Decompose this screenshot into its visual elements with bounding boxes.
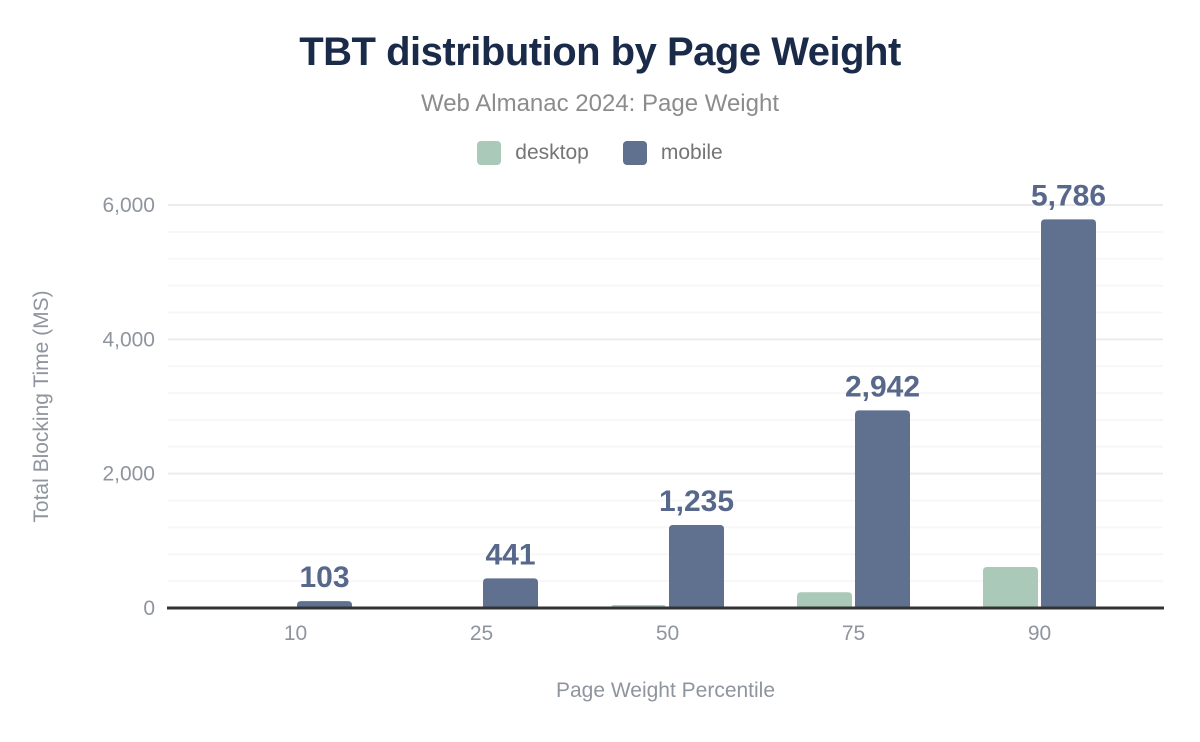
y-tick-label-6000: 6,000 xyxy=(102,194,155,217)
y-tick-label-4000: 4,000 xyxy=(102,328,155,351)
chart-title: TBT distribution by Page Weight xyxy=(299,30,901,74)
legend-label-desktop: desktop xyxy=(515,141,589,164)
bar-mobile-50 xyxy=(669,525,724,608)
bar-label-mobile-75: 2,942 xyxy=(845,370,920,403)
legend-swatch-desktop xyxy=(477,141,502,165)
x-tick-label-90: 90 xyxy=(1028,622,1051,645)
chart-subtitle: Web Almanac 2024: Page Weight xyxy=(420,90,779,117)
y-tick-label-2000: 2,000 xyxy=(102,463,155,486)
y-axis-title: Total Blocking Time (MS) xyxy=(30,290,53,522)
chart-legend: desktop mobile xyxy=(0,141,1200,165)
bar-desktop-75 xyxy=(797,592,852,608)
bar-mobile-90 xyxy=(1041,219,1096,608)
bar-mobile-10 xyxy=(297,601,352,608)
bar-label-mobile-25: 441 xyxy=(485,538,535,571)
bar-label-mobile-10: 103 xyxy=(299,561,349,594)
y-tick-label-0: 0 xyxy=(143,597,155,620)
legend-item-desktop: desktop xyxy=(477,141,589,165)
bar-chart-plot-area: 0 2,000 4,000 6,000 Total Blocking Time (MS)… xyxy=(30,179,1164,702)
bar-label-mobile-50: 1,235 xyxy=(659,485,734,518)
bar-label-mobile-90: 5,786 xyxy=(1031,179,1106,212)
x-tick-label-50: 50 xyxy=(656,622,679,645)
x-tick-label-25: 25 xyxy=(470,622,493,645)
x-axis-title: Page Weight Percentile xyxy=(556,679,775,702)
legend-item-mobile: mobile xyxy=(622,141,723,165)
bar-desktop-90 xyxy=(983,567,1038,608)
legend-swatch-mobile xyxy=(622,141,647,165)
bar-mobile-25 xyxy=(483,578,538,608)
bar-mobile-75 xyxy=(855,410,910,608)
legend-label-mobile: mobile xyxy=(660,141,723,164)
x-tick-label-10: 10 xyxy=(284,622,307,645)
x-tick-label-75: 75 xyxy=(842,622,865,645)
